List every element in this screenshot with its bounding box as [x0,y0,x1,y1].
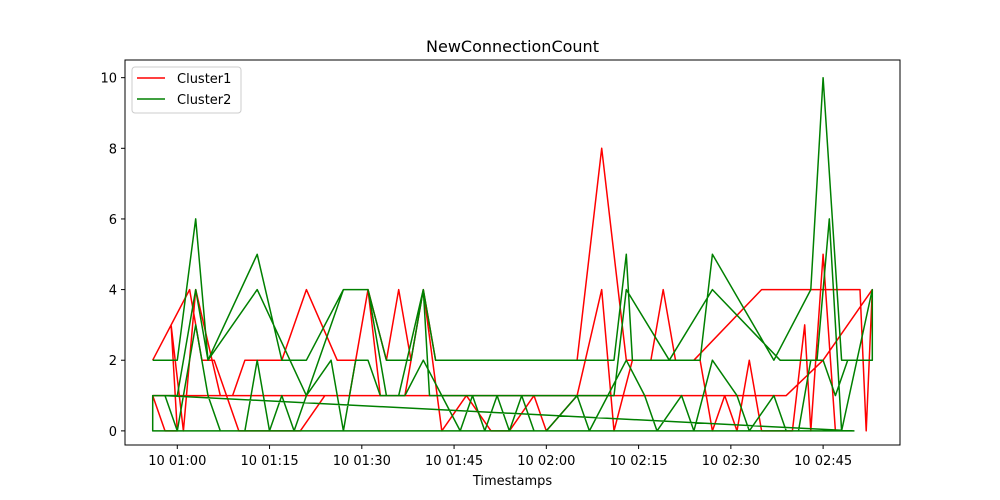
legend-label-cluster2: Cluster2 [177,93,231,108]
legend-label-cluster1: Cluster1 [177,72,231,87]
y-tick-label: 6 [109,213,117,228]
series-layer [151,76,874,432]
chart-title: NewConnectionCount [426,37,599,56]
x-tick-label: 10 01:30 [333,454,391,469]
y-tick-label: 4 [109,284,117,299]
y-tick-label: 8 [109,142,117,157]
x-tick-label: 10 02:00 [517,454,575,469]
plot-frame [124,59,901,446]
legend: Cluster1 Cluster2 [131,66,242,114]
x-tick-label: 10 01:00 [148,454,206,469]
y-tick-label: 0 [109,425,117,440]
x-tick-label: 10 01:15 [240,454,298,469]
y-tick-label: 10 [100,72,117,87]
series-line-cluster2 [151,76,874,432]
x-axis-label: Timestamps [472,474,553,489]
x-tick-label: 10 02:45 [794,454,852,469]
x-tick-label: 10 02:30 [702,454,760,469]
y-tick-label: 2 [109,354,117,369]
series-line-cluster1 [151,147,874,432]
x-tick-label: 10 02:15 [610,454,668,469]
x-axis-ticks: 10 01:00 10 01:15 10 01:30 10 01:45 10 02:00… [148,445,852,469]
x-tick-label: 10 01:45 [425,454,483,469]
y-axis-ticks: 0 2 4 6 8 10 [100,72,125,440]
